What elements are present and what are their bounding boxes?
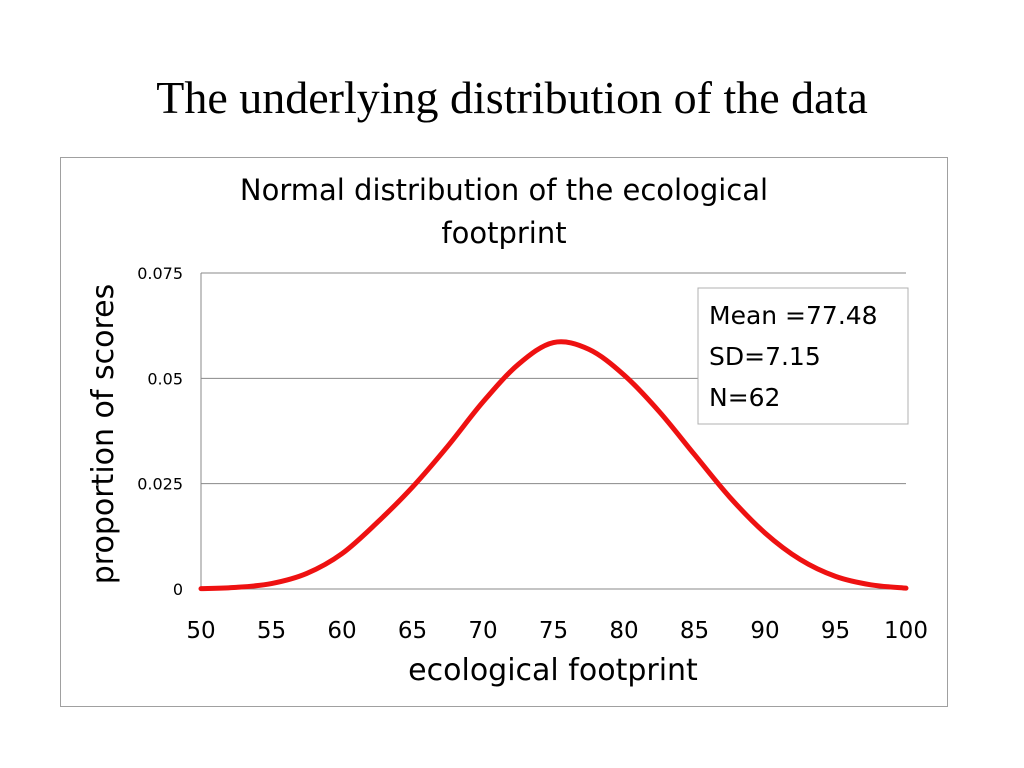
curve-data-point	[199, 586, 204, 591]
stats-annotation-box: Mean =77.48 SD=7.15 N=62	[697, 287, 909, 425]
curve-data-point	[833, 574, 838, 579]
x-tick-label: 95	[821, 618, 850, 644]
curve-data-point	[234, 585, 239, 590]
slide-title: The underlying distribution of the data	[156, 72, 868, 123]
stats-sd: SD=7.15	[709, 342, 821, 371]
curve-data-point	[727, 495, 732, 500]
x-tick-label: 55	[257, 618, 286, 644]
curve-data-point	[375, 520, 380, 525]
x-tick-labels: 50 55 60 65 70 75 80 85 90 95 100	[186, 618, 928, 644]
x-tick-label: 60	[327, 618, 356, 644]
curve-data-point	[304, 571, 309, 576]
y-tick-labels: 0 0.025 0.05 0.075	[137, 264, 183, 599]
curve-data-point	[586, 347, 591, 352]
curve-data-point	[657, 409, 662, 414]
curve-data-point	[763, 530, 768, 535]
x-tick-label: 70	[468, 618, 497, 644]
x-tick-label: 65	[398, 618, 427, 644]
chart-title-line-2: footprint	[441, 216, 566, 250]
curve-data-point	[692, 452, 697, 457]
curve-data-point	[340, 551, 345, 556]
chart-svg: Normal distribution of the ecological fo…	[86, 173, 928, 688]
x-tick-label: 80	[609, 618, 638, 644]
curve-data-point	[551, 340, 556, 345]
x-axis-title: ecological footprint	[408, 653, 698, 688]
x-tick-label: 90	[750, 618, 779, 644]
curve-data-point	[269, 581, 274, 586]
curve-data-point	[868, 582, 873, 587]
x-tick-label: 75	[539, 618, 568, 644]
normal-curve-line	[198, 339, 909, 592]
curve-data-point	[516, 362, 521, 367]
stats-mean: Mean =77.48	[709, 301, 878, 330]
chart-title-line-1: Normal distribution of the ecological	[240, 173, 768, 207]
curve-data-point	[798, 557, 803, 562]
stats-annotation-border	[697, 287, 909, 425]
y-tick-label: 0	[173, 580, 183, 599]
x-tick-label: 85	[680, 618, 709, 644]
curve-data-point	[622, 372, 627, 377]
curve-data-point	[410, 485, 415, 490]
curve-data-point	[481, 399, 486, 404]
x-tick-label: 100	[884, 618, 928, 644]
x-tick-label: 50	[186, 618, 215, 644]
chart-frame: Normal distribution of the ecological fo…	[60, 157, 948, 707]
curve-data-point	[904, 586, 909, 591]
y-tick-label: 0.075	[137, 264, 183, 283]
curve-data-point	[445, 444, 450, 449]
y-tick-label: 0.025	[137, 475, 183, 494]
y-tick-label: 0.05	[147, 369, 183, 388]
stats-n: N=62	[709, 383, 780, 412]
y-axis-title: proportion of scores	[86, 284, 121, 585]
